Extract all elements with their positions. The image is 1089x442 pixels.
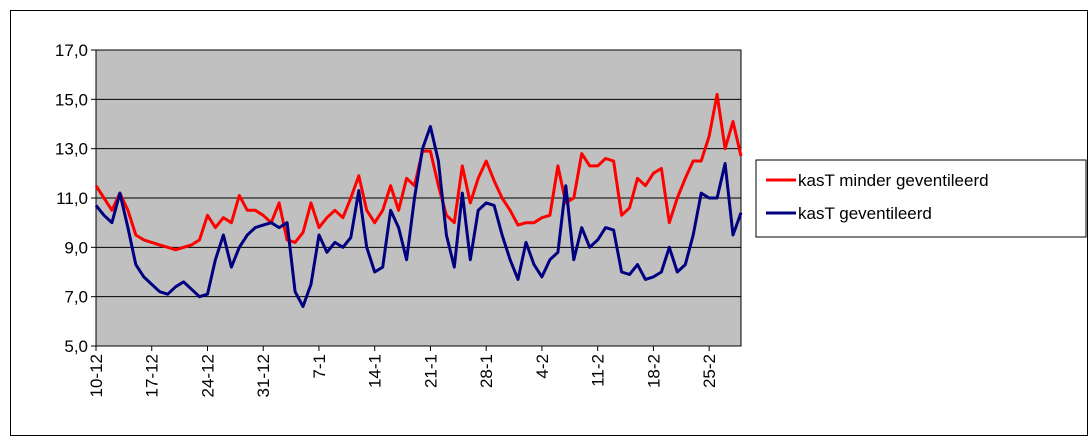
x-tick-label: 31-12 <box>254 354 273 397</box>
x-tick-label: 17-12 <box>143 354 162 397</box>
y-tick-label: 5,0 <box>64 337 88 356</box>
y-tick-label: 9,0 <box>64 238 88 257</box>
x-tick-label: 10-12 <box>87 354 106 397</box>
x-tick-label: 18-2 <box>644 354 663 388</box>
x-tick-label: 7-1 <box>310 354 329 379</box>
legend-label: kasT geventileerd <box>798 204 932 223</box>
x-tick-label: 21-1 <box>421 354 440 388</box>
y-tick-label: 13,0 <box>55 140 88 159</box>
x-tick-label: 24-12 <box>198 354 217 397</box>
y-tick-label: 17,0 <box>55 41 88 60</box>
legend-box <box>755 159 1087 238</box>
x-tick-label: 28-1 <box>477 354 496 388</box>
x-tick-label: 11-2 <box>589 354 608 387</box>
legend-label: kasT minder geventileerd <box>798 171 989 190</box>
series-line <box>94 125 743 308</box>
x-tick-label: 25-2 <box>700 354 719 388</box>
y-tick-label: 7,0 <box>64 288 88 307</box>
y-tick-label: 15,0 <box>55 90 88 109</box>
x-tick-label: 14-1 <box>366 354 385 388</box>
x-tick-label: 4-2 <box>533 354 552 379</box>
y-tick-label: 11,0 <box>56 189 88 208</box>
